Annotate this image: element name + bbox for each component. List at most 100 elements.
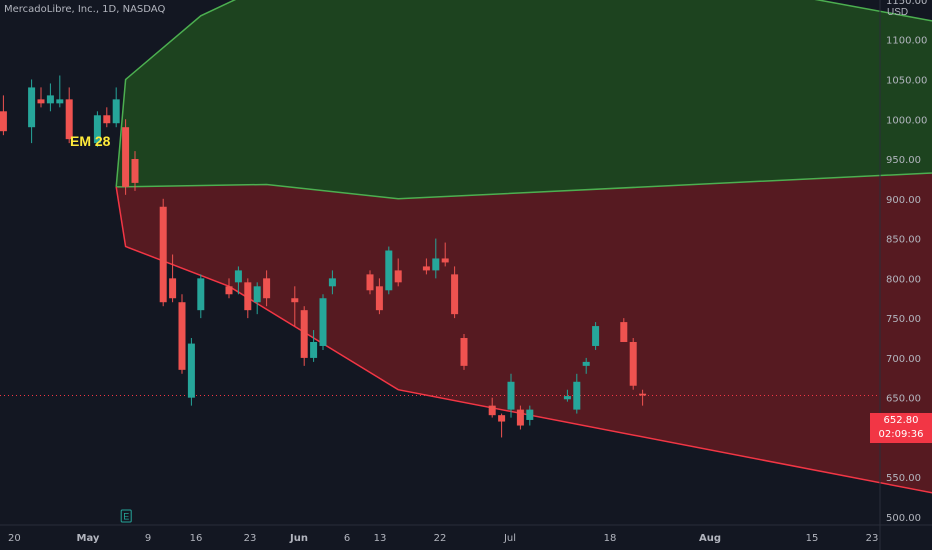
candle-body (56, 99, 64, 104)
em-label: EM 28 (70, 133, 111, 149)
candle (385, 246, 393, 295)
candle (253, 282, 261, 315)
current-price-badge: 652.80 02:09:36 (870, 413, 932, 443)
candle-body (178, 302, 186, 370)
cone-upper-area (116, 0, 932, 199)
candle-body (451, 274, 459, 315)
x-tick-label: 15 (806, 533, 819, 544)
candle (169, 254, 177, 303)
candle (526, 405, 534, 426)
candle-body (112, 99, 120, 124)
candle (582, 357, 590, 374)
candle (234, 266, 242, 295)
candle-body (225, 286, 233, 295)
candle (639, 389, 647, 406)
candle (263, 270, 271, 307)
y-tick-label: 1050.00 (886, 75, 927, 86)
candle-body (197, 278, 205, 311)
candle-body (328, 278, 336, 287)
candle (592, 322, 600, 350)
candle (300, 306, 308, 366)
candle-body (0, 111, 7, 132)
candle (112, 87, 120, 128)
candle-body (639, 393, 647, 396)
candle-body (375, 286, 383, 311)
candle-body (131, 159, 139, 183)
candle (460, 334, 468, 370)
candle-body (244, 282, 252, 311)
candle-body (488, 405, 496, 416)
candle (93, 111, 101, 148)
candle-body (526, 409, 534, 420)
y-tick-label: 1000.00 (886, 115, 927, 126)
bar-countdown: 02:09:36 (878, 429, 924, 440)
candle-body (291, 298, 299, 303)
candle-body (573, 381, 581, 410)
candle (187, 338, 195, 406)
earnings-markers: EE (120, 509, 132, 523)
candle-body (28, 87, 36, 128)
x-tick-label: 13 (374, 533, 387, 544)
candlestick-series (0, 75, 647, 438)
candle-body (498, 415, 506, 422)
candle (178, 294, 186, 374)
candle-body (441, 258, 449, 263)
candle-body (46, 95, 54, 104)
y-tick-label: 1150.00 (886, 0, 927, 7)
x-tick-label: Jun (289, 533, 308, 544)
candle (507, 373, 515, 418)
candle-body (432, 258, 440, 271)
candle (244, 278, 252, 319)
candle (0, 95, 7, 136)
candle (65, 87, 73, 144)
candle-body (37, 99, 45, 104)
candle-body (629, 341, 637, 386)
candle-body (65, 99, 73, 140)
candle (629, 338, 637, 390)
candle (28, 79, 36, 144)
candle-body (366, 274, 374, 291)
symbol-title: MercadoLibre, Inc., 1D, NASDAQ (4, 4, 166, 15)
x-tick-label: 23 (244, 533, 257, 544)
candle (131, 151, 139, 191)
candle (103, 107, 111, 128)
candle (620, 318, 628, 342)
y-tick-label: 500.00 (886, 513, 921, 524)
candle-body (507, 381, 515, 410)
y-tick-label: 850.00 (886, 235, 921, 246)
candle (328, 270, 336, 295)
candle-body (582, 361, 590, 366)
candle-body (310, 341, 318, 358)
candle (37, 87, 45, 108)
y-tick-label: 1100.00 (886, 36, 927, 47)
candle (432, 238, 440, 279)
x-tick-label: Jul (503, 533, 516, 544)
candle-body (263, 278, 271, 299)
candle-body (620, 322, 628, 342)
candle (498, 413, 506, 438)
candle-body (93, 115, 101, 144)
y-tick-label: 900.00 (886, 195, 921, 206)
candle (441, 242, 449, 267)
candle (319, 294, 327, 350)
candle-body (103, 115, 111, 124)
candle (197, 274, 205, 319)
x-tick-label: 20 (8, 533, 21, 544)
current-price-value: 652.80 (883, 415, 919, 426)
candle-body (300, 310, 308, 358)
candle-body (460, 338, 468, 366)
cone-upper-line (115, 0, 932, 187)
candle (451, 266, 459, 319)
x-tick-label: May (77, 533, 100, 544)
candle (375, 278, 383, 315)
cone-lower-area (116, 173, 932, 493)
cone-mid-line (116, 172, 932, 200)
currency-label: USD (887, 7, 908, 18)
candle (46, 83, 54, 112)
expected-move-cone (115, 0, 932, 494)
x-tick-label: 23 (866, 533, 879, 544)
y-tick-label: 550.00 (886, 473, 921, 484)
candle-body (169, 278, 177, 299)
